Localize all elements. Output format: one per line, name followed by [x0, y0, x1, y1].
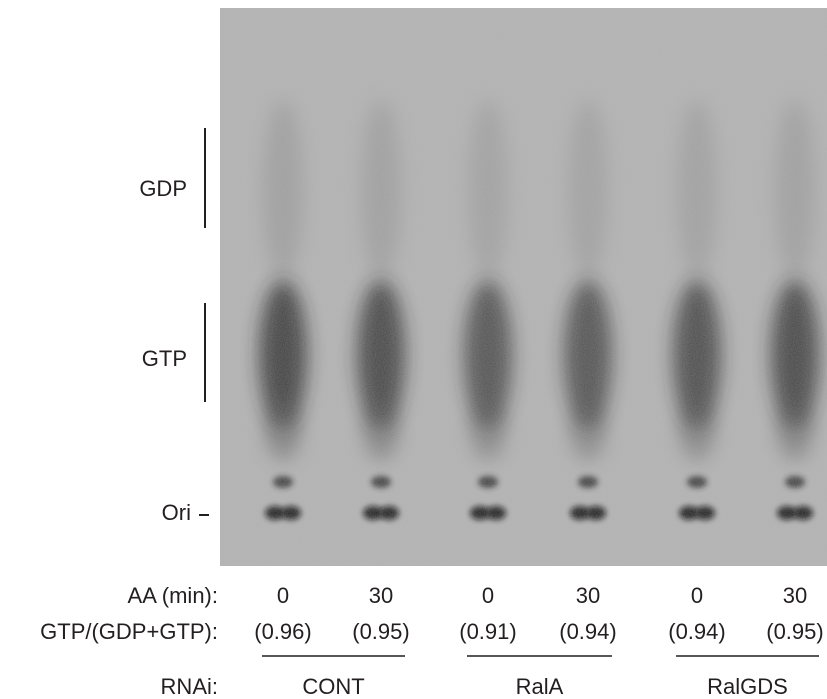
gel-image [220, 8, 827, 566]
group-label: RalGDS [707, 674, 788, 699]
lane-ratio: (0.95) [352, 619, 409, 644]
lane-ratio: (0.95) [766, 619, 823, 644]
lane-time: 30 [369, 583, 393, 608]
lane-ratio: (0.91) [459, 619, 516, 644]
lane-time: 30 [783, 583, 807, 608]
lane-time: 0 [691, 583, 703, 608]
row-label: GTP/(GDP+GTP): [40, 619, 218, 644]
row-label: AA (min): [128, 583, 218, 608]
lane-ratio: (0.96) [254, 619, 311, 644]
marker-label: Ori [162, 500, 191, 525]
labels: GDP GTP Ori AA (min): GTP/(GDP+GTP): RNA… [40, 128, 824, 699]
marker-label: GTP [142, 346, 187, 371]
gel-noise [220, 8, 827, 566]
group-label: CONT [302, 674, 364, 699]
lane-time: 0 [277, 583, 289, 608]
row-label: RNAi: [161, 674, 218, 699]
lane-time: 0 [482, 583, 494, 608]
lane-ratio: (0.94) [559, 619, 616, 644]
marker-label: GDP [139, 176, 187, 201]
group-label: RalA [516, 674, 564, 699]
lane-ratio: (0.94) [668, 619, 725, 644]
lane-time: 30 [576, 583, 600, 608]
